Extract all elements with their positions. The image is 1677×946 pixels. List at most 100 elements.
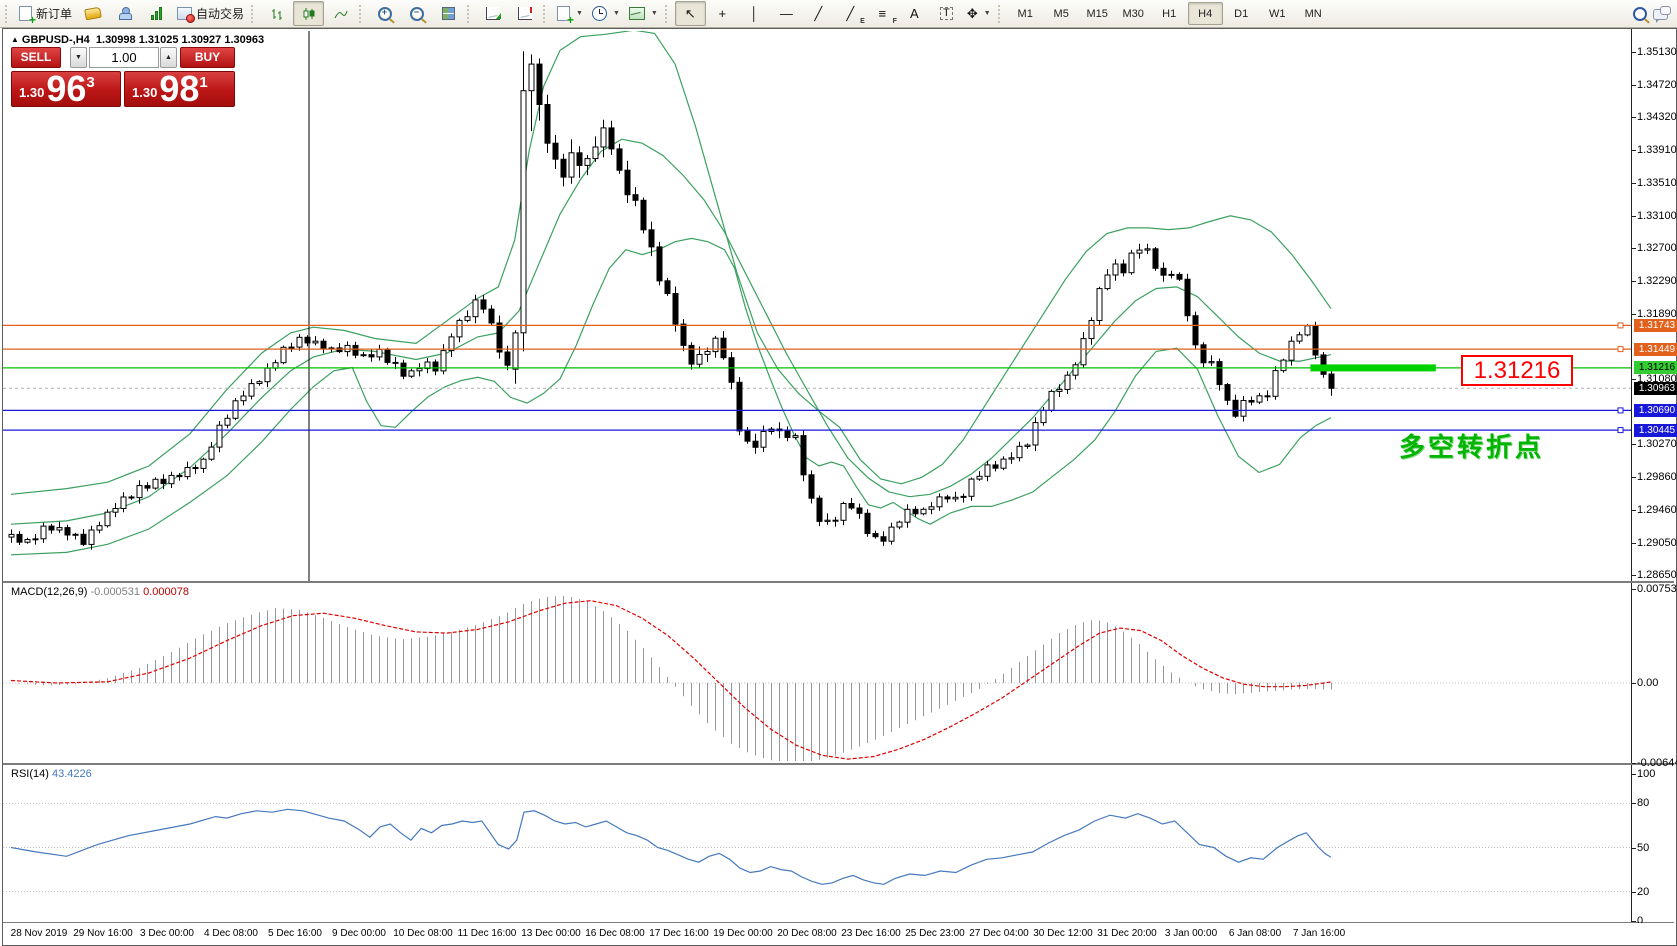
- zoom-in-button[interactable]: +: [369, 1, 400, 26]
- buy-price-small: 1.30: [132, 85, 158, 100]
- macd-axis-label: 0.00: [1637, 677, 1659, 689]
- arrows-tool[interactable]: ✥ ▼: [966, 6, 991, 21]
- buy-button[interactable]: BUY: [180, 47, 235, 68]
- axis-tick: [1632, 150, 1636, 152]
- autotrading-button[interactable]: 自动交易: [173, 1, 248, 26]
- indicators-button[interactable]: ▼: [553, 1, 587, 26]
- collapse-triangle-icon[interactable]: ▲: [11, 35, 19, 44]
- zoom-out-button[interactable]: −: [401, 1, 432, 26]
- macd-axis-label: -0.006446: [1637, 757, 1677, 770]
- timeframe-d1[interactable]: D1: [1234, 7, 1249, 20]
- rsi-splitter[interactable]: [3, 763, 1674, 765]
- text-tool[interactable]: A: [910, 6, 919, 21]
- hline-handle[interactable]: [1617, 322, 1624, 329]
- tile-windows-button[interactable]: [433, 1, 464, 26]
- green-highlight-segment[interactable]: [1310, 364, 1436, 372]
- rsi-panel-canvas[interactable]: [3, 765, 1674, 923]
- auto-scroll-button[interactable]: [477, 1, 508, 26]
- axis-tick: [1632, 477, 1636, 479]
- crosshair-tool[interactable]: +: [718, 6, 727, 21]
- signals-button[interactable]: [141, 1, 172, 26]
- buy-price-big: 98: [159, 68, 200, 110]
- horizontal-line-tool[interactable]: —: [779, 6, 793, 21]
- one-click-trading-panel: SELL ▼ 1.00 ▲ BUY 1.30 96 3 1.30 98 1: [11, 47, 235, 107]
- autotrading-icon: [177, 7, 196, 23]
- turning-point-annotation[interactable]: 多空转折点: [1399, 432, 1545, 462]
- symbol-period-label: GBPUSD-,H4: [21, 34, 90, 46]
- date-label: 7 Jan 16:00: [1292, 928, 1346, 939]
- candlesticks: [8, 51, 1335, 550]
- main-chart-canvas[interactable]: [3, 31, 1674, 581]
- date-axis[interactable]: 28 Nov 2019 29 Nov 16:00 3 Dec 00:00 4 Dec …: [3, 923, 1674, 943]
- rsi-label: RSI(14) 43.4226: [11, 768, 92, 780]
- macd-main-value: -0.000531: [90, 586, 141, 598]
- date-label: 6 Jan 08:00: [1228, 928, 1282, 939]
- auto-scroll-icon: [485, 7, 501, 20]
- candlestick-chart-button[interactable]: [293, 1, 325, 26]
- new-order-icon: [19, 6, 36, 26]
- sell-button[interactable]: SELL: [11, 47, 61, 68]
- price-tick-label: 1.29460: [1637, 503, 1677, 516]
- hline-handle[interactable]: [1617, 427, 1624, 434]
- price-tick-label: 1.34320: [1637, 111, 1677, 124]
- periods-button[interactable]: ▼: [588, 1, 624, 26]
- timeframe-m1[interactable]: M1: [1017, 7, 1033, 20]
- main-toolbar: 新订单 自动交易 + − ▼ ▼ ▼ ↖ + │ — ╱ ╱E ≡F AT ✥▼ M1 M5 M15…: [0, 0, 1677, 28]
- axis-tick: [1632, 683, 1636, 684]
- sell-price-box[interactable]: 1.30 96 3: [11, 71, 121, 107]
- new-order-button[interactable]: 新订单: [15, 1, 76, 26]
- timeframe-group: M1 M5 M15 M30 H1 H4 D1 W1 MN: [1008, 2, 1331, 25]
- cursor-tool[interactable]: ↖: [674, 1, 706, 26]
- timeframe-m15[interactable]: M15: [1086, 7, 1108, 20]
- price-tick-label: 1.30270: [1637, 438, 1677, 451]
- timeframe-w1[interactable]: W1: [1268, 7, 1286, 20]
- bar-chart-button[interactable]: [261, 1, 292, 26]
- macd-label: MACD(12,26,9) -0.000531 0.000078: [11, 586, 189, 598]
- volume-down-button[interactable]: ▼: [70, 47, 87, 68]
- equidistant-channel-tool[interactable]: ╱ E: [846, 6, 865, 25]
- text-label-tool[interactable]: T: [931, 1, 962, 26]
- timeframe-m30[interactable]: M30: [1122, 7, 1144, 20]
- date-label: 17 Dec 16:00: [649, 928, 709, 939]
- timeframe-h1[interactable]: H1: [1162, 7, 1177, 20]
- search-icon[interactable]: [1633, 6, 1647, 21]
- axis-tick: [1632, 847, 1636, 849]
- volume-field[interactable]: 1.00: [89, 47, 159, 68]
- date-label: 5 Dec 16:00: [268, 928, 322, 939]
- macd-signal-line: [10, 600, 1332, 760]
- macd-splitter[interactable]: [3, 581, 1674, 583]
- buy-price-box[interactable]: 1.30 98 1: [124, 71, 235, 107]
- templates-button[interactable]: ▼: [625, 1, 662, 26]
- axis-tick: [1632, 85, 1636, 87]
- chart-shift-icon: [517, 7, 532, 20]
- chevron-down-icon: ▼: [576, 10, 583, 17]
- price-tick-label: 1.31890: [1637, 307, 1677, 320]
- axis-tick: [1632, 444, 1636, 446]
- timeframe-h4[interactable]: H4: [1187, 2, 1223, 25]
- hline-handle[interactable]: [1617, 346, 1624, 353]
- price-annotation-box[interactable]: 1.31216: [1461, 355, 1573, 386]
- timeframe-m5[interactable]: M5: [1053, 7, 1069, 20]
- sell-price-small: 1.30: [19, 85, 45, 100]
- price-tick-label: 1.34720: [1637, 79, 1677, 92]
- community-button[interactable]: [109, 1, 140, 26]
- hline-handle[interactable]: [1617, 407, 1624, 414]
- axis-tick: [1632, 589, 1636, 590]
- chart-shift-button[interactable]: [509, 1, 540, 26]
- date-label: 10 Dec 08:00: [393, 928, 453, 939]
- metaeditor-button[interactable]: [77, 1, 108, 26]
- price-tick-label: 1.32700: [1637, 242, 1677, 255]
- fibonacci-tool[interactable]: ≡ F: [878, 6, 897, 25]
- date-label: 3 Jan 00:00: [1164, 928, 1218, 939]
- chat-icon[interactable]: [1653, 6, 1671, 23]
- chart-window: ▲ GBPUSD-,H4 1.30998 1.31025 1.30927 1.30…: [2, 28, 1677, 946]
- timeframe-mn[interactable]: MN: [1304, 7, 1322, 20]
- macd-panel-canvas[interactable]: [3, 583, 1674, 763]
- trendline-tool[interactable]: ╱: [814, 6, 823, 21]
- line-chart-button[interactable]: [325, 1, 356, 26]
- date-label: 19 Dec 00:00: [713, 928, 773, 939]
- vertical-line-tool[interactable]: │: [750, 6, 759, 21]
- date-axis-line: [3, 922, 1674, 923]
- volume-up-button[interactable]: ▲: [160, 47, 177, 68]
